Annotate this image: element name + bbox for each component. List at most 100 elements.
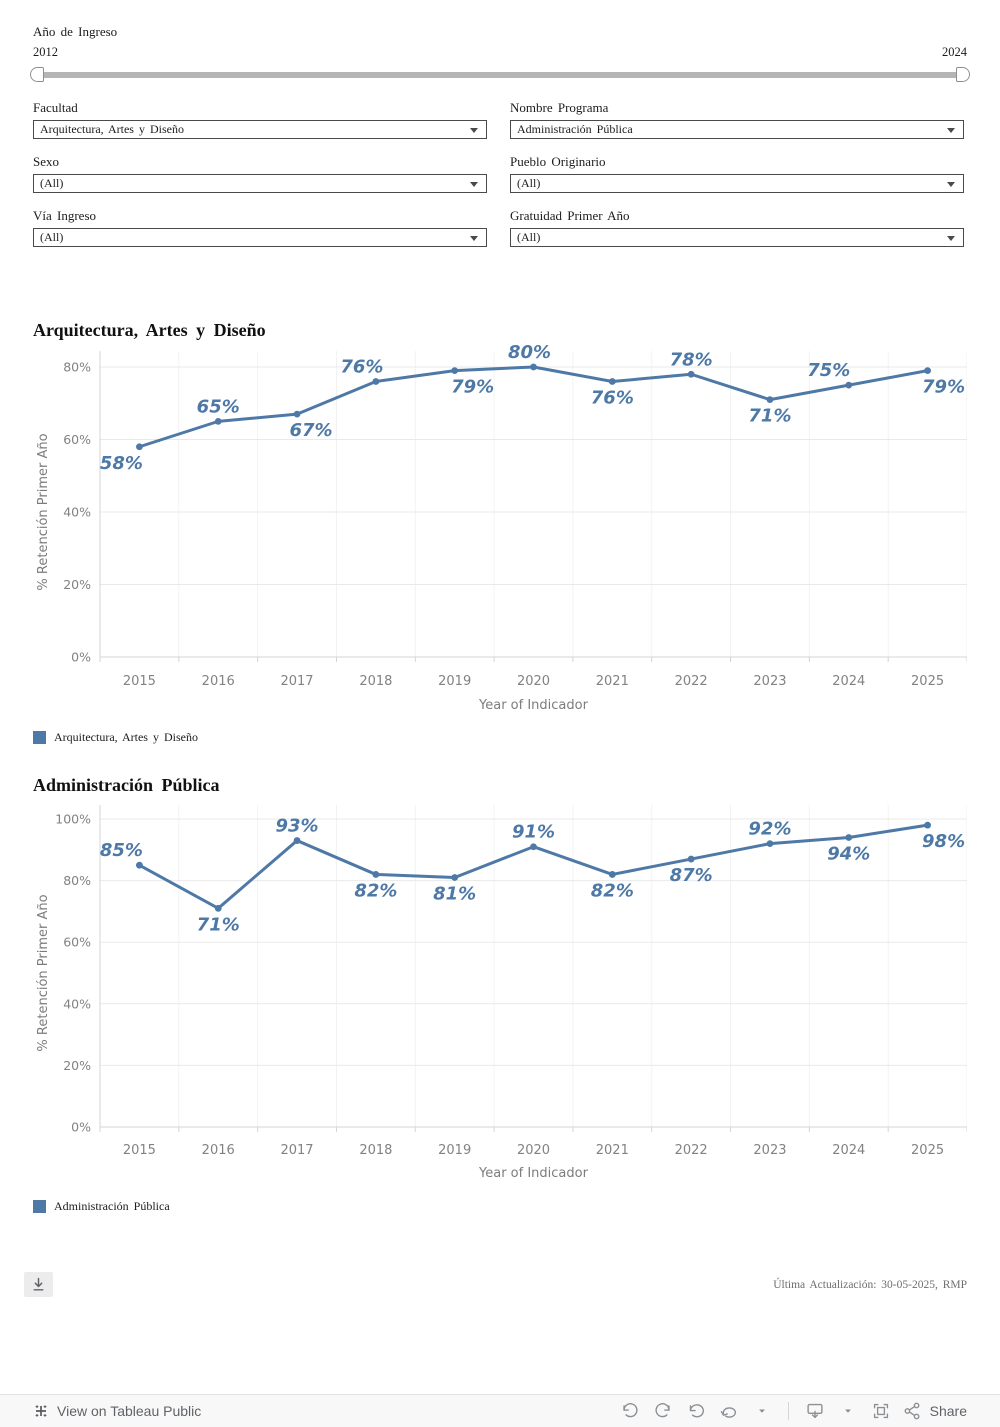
svg-text:76%: 76% xyxy=(591,388,634,409)
retention-line-chart-arquitectura[interactable]: 0% 20% 40% 60% 80% 2015 2016 2017 2018 2019 2020 20… xyxy=(33,344,967,716)
nombre-programa-dropdown[interactable]: Administración Pública xyxy=(510,120,964,139)
svg-text:2016: 2016 xyxy=(202,674,235,689)
svg-text:71%: 71% xyxy=(748,406,791,427)
svg-text:91%: 91% xyxy=(512,822,555,843)
toolbar-divider xyxy=(787,1402,789,1420)
legend-label: Arquitectura, Artes y Diseño xyxy=(54,730,198,744)
chevron-down-icon xyxy=(947,182,955,187)
svg-text:% Retención Primer Año: % Retención Primer Año xyxy=(36,894,51,1051)
share-label: Share xyxy=(929,1403,967,1419)
revert-icon xyxy=(689,1404,704,1418)
svg-text:71%: 71% xyxy=(197,914,240,935)
year-slider-label: Año de Ingreso xyxy=(33,24,118,39)
svg-text:Year of Indicador: Year of Indicador xyxy=(478,1166,589,1181)
undo-button[interactable] xyxy=(617,1399,643,1423)
refresh-options-button[interactable] xyxy=(749,1399,775,1423)
filter-label: Gratuidad Primer Año xyxy=(510,208,630,223)
svg-text:60%: 60% xyxy=(63,935,91,950)
undo-icon xyxy=(622,1403,638,1418)
view-on-tableau-public-label: View on Tableau Public xyxy=(57,1403,202,1419)
svg-text:81%: 81% xyxy=(433,884,476,905)
view-on-tableau-public-link[interactable]: View on Tableau Public xyxy=(33,1403,201,1419)
filter-gratuidad: Gratuidad Primer Año (All) xyxy=(510,208,964,247)
chart-2-legend-item[interactable]: Administración Pública xyxy=(33,1199,170,1214)
slider-handle-max[interactable] xyxy=(956,67,970,82)
svg-text:2020: 2020 xyxy=(517,1143,550,1158)
svg-text:100%: 100% xyxy=(55,812,91,827)
svg-text:58%: 58% xyxy=(100,453,143,474)
tableau-footer: View on Tableau Public xyxy=(0,1394,1000,1427)
svg-text:2017: 2017 xyxy=(280,674,313,689)
filter-label: Nombre Programa xyxy=(510,100,609,115)
caret-down-icon xyxy=(758,1409,765,1413)
svg-text:87%: 87% xyxy=(670,865,713,886)
chevron-down-icon xyxy=(470,182,478,187)
svg-text:2019: 2019 xyxy=(438,1143,471,1158)
fullscreen-icon xyxy=(873,1403,888,1419)
svg-text:65%: 65% xyxy=(197,396,240,417)
retention-line-chart-administracion[interactable]: 0% 20% 40% 60% 80% 100% 2015 2016 2017 2018 2019 20… xyxy=(33,799,967,1184)
filter-facultad: Facultad Arquitectura, Artes y Diseño xyxy=(33,100,487,139)
dropdown-value: (All) xyxy=(517,230,541,244)
year-slider-min-value: 2012 xyxy=(33,45,58,59)
chart-2-title: Administración Pública xyxy=(33,775,220,795)
fullscreen-button[interactable] xyxy=(868,1399,894,1423)
revert-button[interactable] xyxy=(683,1399,709,1423)
display-download-button[interactable] xyxy=(802,1399,828,1423)
dropdown-value: Administración Pública xyxy=(517,122,633,136)
refresh-icon xyxy=(720,1407,736,1418)
last-update-text: Última Actualización: 30-05-2025, RMP xyxy=(773,1279,967,1291)
svg-text:0%: 0% xyxy=(71,1120,91,1135)
legend-swatch xyxy=(33,1200,46,1213)
svg-text:80%: 80% xyxy=(63,873,91,888)
chart-1-legend-item[interactable]: Arquitectura, Artes y Diseño xyxy=(33,730,198,745)
year-range-slider[interactable] xyxy=(30,65,970,85)
svg-text:67%: 67% xyxy=(289,420,332,441)
slider-handle-min[interactable] xyxy=(30,67,44,82)
filter-label: Sexo xyxy=(33,154,59,169)
filter-pueblo-originario: Pueblo Originario (All) xyxy=(510,154,964,193)
dropdown-value: (All) xyxy=(517,176,541,190)
svg-text:2023: 2023 xyxy=(753,1143,786,1158)
chevron-down-icon xyxy=(470,236,478,241)
svg-text:2016: 2016 xyxy=(202,1143,235,1158)
filter-label: Pueblo Originario xyxy=(510,154,606,169)
svg-text:2025: 2025 xyxy=(911,674,944,689)
redo-button[interactable] xyxy=(650,1399,676,1423)
caret-down-icon xyxy=(844,1409,851,1413)
footer-toolbar: Share xyxy=(617,1399,967,1423)
svg-text:2024: 2024 xyxy=(832,1143,865,1158)
facultad-dropdown[interactable]: Arquitectura, Artes y Diseño xyxy=(33,120,487,139)
svg-text:2021: 2021 xyxy=(596,1143,629,1158)
svg-text:40%: 40% xyxy=(63,996,91,1011)
svg-text:2021: 2021 xyxy=(596,674,629,689)
gratuidad-dropdown[interactable]: (All) xyxy=(510,228,964,247)
pueblo-originario-dropdown[interactable]: (All) xyxy=(510,174,964,193)
slider-rail[interactable] xyxy=(38,72,962,78)
via-ingreso-dropdown[interactable]: (All) xyxy=(33,228,487,247)
filter-via-ingreso: Vía Ingreso (All) xyxy=(33,208,487,247)
download-button[interactable] xyxy=(24,1272,53,1297)
svg-text:80%: 80% xyxy=(508,344,551,363)
refresh-button[interactable] xyxy=(716,1399,742,1423)
display-options-button[interactable] xyxy=(835,1399,861,1423)
svg-text:2015: 2015 xyxy=(123,1143,156,1158)
svg-text:2017: 2017 xyxy=(280,1143,313,1158)
svg-text:2022: 2022 xyxy=(675,1143,708,1158)
share-button[interactable]: Share xyxy=(901,1400,967,1422)
svg-text:92%: 92% xyxy=(748,819,791,840)
svg-text:2019: 2019 xyxy=(438,674,471,689)
svg-text:20%: 20% xyxy=(63,1058,91,1073)
svg-text:80%: 80% xyxy=(63,360,91,375)
svg-text:82%: 82% xyxy=(591,880,634,901)
svg-text:75%: 75% xyxy=(807,360,850,381)
sexo-dropdown[interactable]: (All) xyxy=(33,174,487,193)
svg-text:2018: 2018 xyxy=(359,1143,392,1158)
svg-text:98%: 98% xyxy=(922,831,965,852)
filter-label: Vía Ingreso xyxy=(33,208,97,223)
svg-text:0%: 0% xyxy=(71,650,91,665)
svg-text:78%: 78% xyxy=(670,349,713,370)
filter-label: Facultad xyxy=(33,100,78,115)
svg-text:82%: 82% xyxy=(354,880,397,901)
